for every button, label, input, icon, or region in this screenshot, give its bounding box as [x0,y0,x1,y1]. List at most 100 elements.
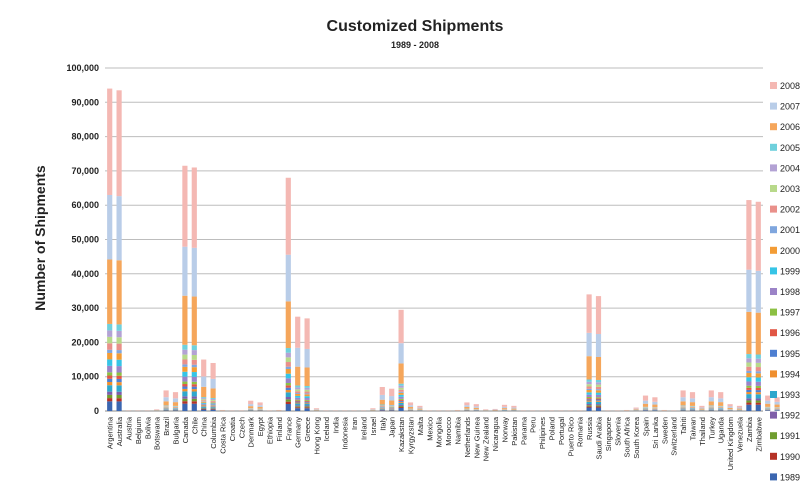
bar-segment [107,398,113,402]
x-tick-label: France [284,417,293,440]
bar-segment [746,402,752,405]
bar-segment [107,349,113,353]
bar-segment [755,394,761,399]
bar-segment [107,259,113,324]
bar-segment [182,295,188,345]
legend-swatch [770,82,777,89]
bar-segment [417,408,423,410]
bar-segment [398,387,404,390]
bar-segment [595,390,602,393]
legend-swatch [770,164,777,172]
x-tick-label: Croatia [228,416,237,441]
bar-segment [398,396,404,399]
bar-segment [736,407,743,409]
bar-segment [755,392,761,395]
x-tick-label: Canada [181,416,190,443]
bar-segment [586,392,592,395]
bar-segment [182,401,188,404]
bar-segment [116,391,122,395]
x-tick-label: Finland [275,417,284,442]
bar-segment [295,316,301,348]
x-tick-label: Bolivia [143,416,152,439]
bar-segment [746,354,752,359]
x-tick-label: Ethiopia [266,416,275,444]
bar-segment [191,403,197,411]
bar-segment [257,402,263,406]
bar-segment [210,404,216,406]
x-tick-label: Slovenia [613,416,622,446]
bar-segment [586,400,592,402]
bar-segment [473,404,479,407]
legend-label: 2005 [780,143,800,153]
bar-segment [379,386,385,395]
bar-segment [295,407,301,409]
bar-segment [595,401,602,405]
bar-segment [201,397,207,399]
bar-segment [285,404,291,411]
bar-segment [304,393,310,395]
bar-segment [501,406,508,409]
x-tick-label: Bulgaria [172,416,181,444]
x-tick-label: Sri Lanka [651,416,660,449]
bar-segment [285,378,291,384]
bar-segment [285,373,291,379]
bar-segment [586,407,592,411]
bar-segment [182,376,188,382]
bar-segment [295,366,301,386]
bar-segment [586,401,592,405]
bar-segment [398,405,404,407]
bar-segment [107,365,113,373]
bar-segment [182,371,188,377]
bar-segment [182,391,188,397]
bar-segment [746,385,752,388]
bar-segment [163,410,169,411]
bar-segment [285,392,291,398]
bar-segment [398,400,404,402]
bar-segment [116,366,122,373]
y-tick-label: 70,000 [71,166,99,176]
bar-segment [285,177,291,255]
bar-segment [116,394,122,399]
legend-swatch [770,288,777,295]
bar-segment [595,384,602,387]
bar-segment [746,373,752,378]
bar-segment [511,408,517,410]
bar-segment [407,406,414,409]
x-tick-label: New Zealand [482,417,491,461]
legend-label: 2001 [780,225,800,235]
legend-label: 1992 [780,411,800,421]
x-tick-label: Taiwan [689,417,698,440]
bar-segment [295,387,301,390]
bar-segment [107,88,113,195]
bar-segment [172,398,179,403]
bar-segment [210,388,216,399]
bar-segment [210,409,216,411]
bar-segment [398,394,404,397]
legend-label: 1990 [780,452,800,462]
legend-label: 2004 [780,163,800,173]
x-tick-label: Iran [350,417,359,430]
bar-segment [191,372,197,377]
bar-segment [746,358,752,363]
bar-segment [191,381,197,385]
bar-segment [163,401,169,406]
bar-segment [191,376,197,382]
bar-segment [370,409,376,411]
bar-segment [313,409,320,411]
bar-segment [285,301,291,349]
x-tick-label: Czech [237,417,246,438]
x-tick-label: India [331,416,340,433]
bar-segment [116,343,122,351]
bar-segment [116,401,122,411]
bar-segment [389,396,395,401]
bar-segment [642,395,649,401]
bar-segment [285,401,291,405]
bar-segment [210,398,216,400]
bar-segment [774,397,780,402]
bar-segment [595,398,602,400]
bar-segment [736,405,743,408]
legend-label: 2000 [780,246,800,256]
bar-segment [689,392,696,399]
bar-segment [755,387,761,391]
x-tick-label: Chile [190,417,199,434]
